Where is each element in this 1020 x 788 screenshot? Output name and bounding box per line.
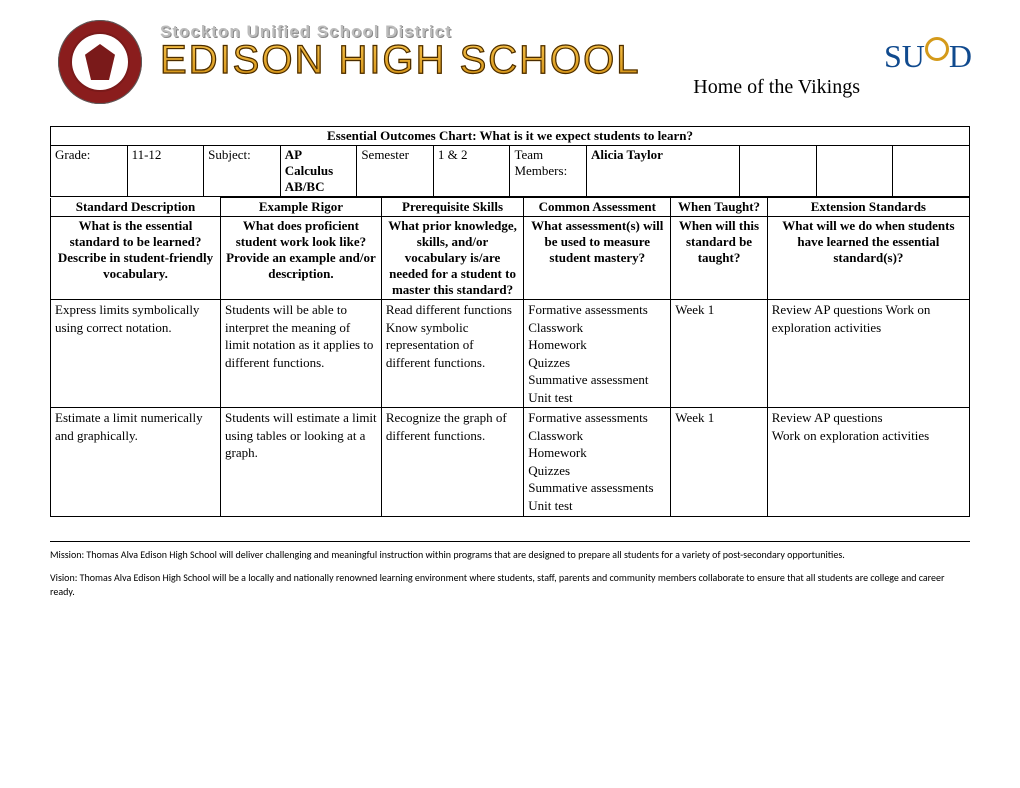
cell-extension: Review AP questions Work on exploration …: [767, 408, 969, 516]
team-value: Alicia Taylor: [587, 146, 740, 197]
col-header-2: Prerequisite Skills: [381, 198, 523, 217]
cell-rigor: Students will estimate a limit using tab…: [221, 408, 382, 516]
cell-when: Week 1: [671, 300, 767, 408]
cell-standard: Express limits symbolically using correc…: [51, 300, 221, 408]
column-desc-row: What is the essential standard to be lea…: [51, 217, 970, 300]
col-desc-3: What assessment(s) will be used to measu…: [524, 217, 671, 300]
col-header-0: Standard Description: [51, 198, 221, 217]
table-title-row: Essential Outcomes Chart: What is it we …: [51, 127, 970, 146]
cell-assessment: Formative assessments Classwork Homework…: [524, 300, 671, 408]
table-row: Estimate a limit numerically and graphic…: [51, 408, 970, 516]
cell-rigor: Students will be able to interpret the m…: [221, 300, 382, 408]
school-seal-icon: [58, 20, 142, 104]
meta-spacer-1: [740, 146, 817, 197]
col-desc-0: What is the essential standard to be lea…: [51, 217, 221, 300]
vision-statement: Vision: Thomas Alva Edison High School w…: [50, 571, 970, 598]
semester-value: 1 & 2: [433, 146, 510, 197]
cell-when: Week 1: [671, 408, 767, 516]
col-desc-2: What prior knowledge, skills, and/or voc…: [381, 217, 523, 300]
meta-spacer-3: [893, 146, 970, 197]
subject-label: Subject:: [204, 146, 281, 197]
header-banner: Stockton Unified School District EDISON …: [40, 20, 980, 112]
grade-label: Grade:: [51, 146, 128, 197]
col-header-3: Common Assessment: [524, 198, 671, 217]
col-desc-1: What does proficient student work look l…: [221, 217, 382, 300]
outcomes-table: Essential Outcomes Chart: What is it we …: [50, 126, 970, 197]
susd-logo: SUD: [884, 38, 972, 75]
table-title: Essential Outcomes Chart: What is it we …: [51, 127, 970, 146]
col-desc-5: What will we do when students have learn…: [767, 217, 969, 300]
meta-spacer-2: [816, 146, 893, 197]
banner-text-block: Stockton Unified School District EDISON …: [160, 22, 870, 99]
cell-assessment: Formative assessments Classwork Homework…: [524, 408, 671, 516]
cell-prereq: Recognize the graph of different functio…: [381, 408, 523, 516]
cell-standard: Estimate a limit numerically and graphic…: [51, 408, 221, 516]
cell-extension: Review AP questions Work on exploration …: [767, 300, 969, 408]
table-row: Express limits symbolically using correc…: [51, 300, 970, 408]
semester-label: Semester: [357, 146, 434, 197]
mission-statement: Mission: Thomas Alva Edison High School …: [50, 548, 970, 562]
page-footer: Mission: Thomas Alva Edison High School …: [50, 541, 970, 599]
subject-value: AP Calculus AB/BC: [280, 146, 357, 197]
meta-row: Grade: 11-12 Subject: AP Calculus AB/BC …: [51, 146, 970, 197]
outcomes-body-table: Standard DescriptionExample RigorPrerequ…: [50, 197, 970, 517]
col-header-4: When Taught?: [671, 198, 767, 217]
column-header-row: Standard DescriptionExample RigorPrerequ…: [51, 198, 970, 217]
col-header-5: Extension Standards: [767, 198, 969, 217]
team-label: Team Members:: [510, 146, 587, 197]
cell-prereq: Read different functions Know symbolic r…: [381, 300, 523, 408]
grade-value: 11-12: [127, 146, 204, 197]
col-desc-4: When will this standard be taught?: [671, 217, 767, 300]
col-header-1: Example Rigor: [221, 198, 382, 217]
school-name: EDISON HIGH SCHOOL: [160, 40, 870, 80]
